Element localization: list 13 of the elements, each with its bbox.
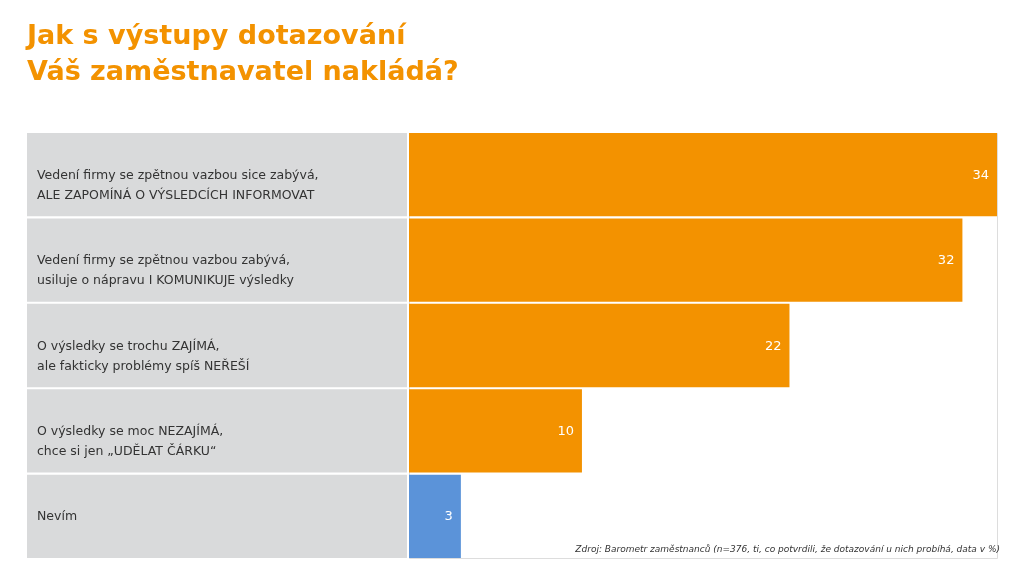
y-tick-label: Nevím bbox=[37, 508, 78, 524]
y-tick-label: O výsledky se moc NEZAJÍMÁ, chce si jen „UDĚLAT ČÁRKU“ bbox=[37, 422, 224, 458]
chart-title: Jak s výstupy dotazování Váš zaměstnavatel nakládá? bbox=[25, 19, 459, 86]
data-label: 10 bbox=[557, 422, 574, 438]
y-tick-label: O výsledky se trochu ZAJÍMÁ, ale fakticky problémy spíš NEŘEŠÍ bbox=[37, 337, 250, 373]
data-label: 22 bbox=[764, 337, 782, 353]
data-label: 34 bbox=[972, 166, 989, 182]
bar bbox=[409, 474, 461, 558]
data-label: 3 bbox=[444, 508, 453, 524]
data-label: 32 bbox=[937, 252, 955, 268]
y-tick-label: Vedení firmy se zpětnou vazbou sice zabývá, ALE ZAPOMÍNÁ O VÝSLEDCÍCH INFORMOVAT bbox=[37, 166, 319, 202]
y-tick-label: Vedení firmy se zpětnou vazbou zabývá, usiluje o nápravu I KOMUNIKUJE výsledky bbox=[37, 252, 295, 288]
annotation: Zdroj: Barometr zaměstnanců (n=376, ti, co potvrdili, že dotazování u nich probíhá, data v %) bbox=[574, 544, 1000, 554]
